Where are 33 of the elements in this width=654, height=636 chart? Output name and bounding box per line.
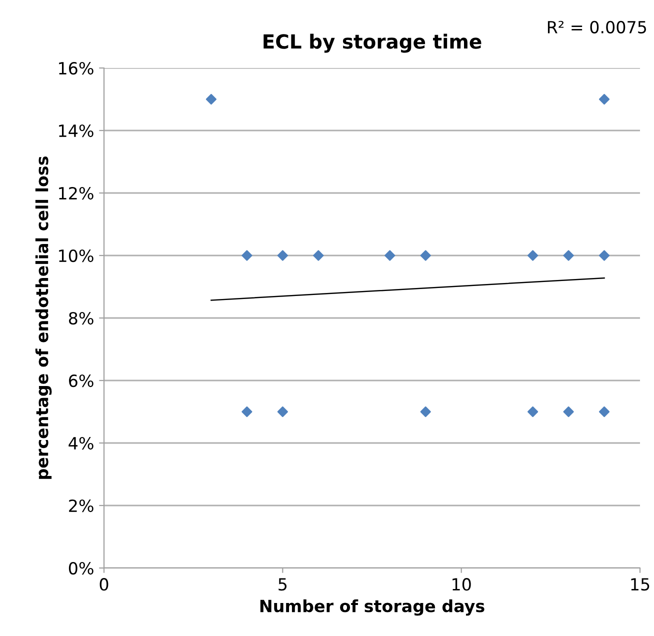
point [563,250,574,261]
x-tick-label: 15 [631,578,650,591]
y-tick-label: 8% [68,312,94,325]
point [528,406,538,418]
point [384,250,396,261]
point [206,94,216,105]
y-tick-label: 12% [59,186,94,200]
point [277,250,288,261]
point [563,406,574,418]
point [242,250,252,261]
chart-title: ECL by storage time [264,34,482,53]
point [598,94,610,105]
point [598,406,610,418]
y-tick-label: 14% [59,124,94,138]
x-tick-label: 0 [100,578,108,591]
point [598,250,610,261]
y-axis-title: percentage of endothelial cell loss [35,156,52,479]
y-tick-label: 0% [68,562,94,575]
y-tick-label: 16% [59,62,94,75]
y-tick-label: 2% [69,499,94,512]
point [242,406,252,418]
text: R² = 0.0075 [548,20,646,34]
point [277,406,288,418]
y-tick-label: 4% [68,436,94,450]
point [528,250,538,261]
y-tick-label: 6% [69,374,94,388]
y-tick-label: 10% [59,249,94,262]
x-tick-label: 10 [452,578,471,591]
point [420,250,431,261]
x-axis-title: Number of storage days [260,599,484,616]
x-tick-label: 5 [278,578,287,591]
point [420,406,431,418]
point [313,250,324,261]
